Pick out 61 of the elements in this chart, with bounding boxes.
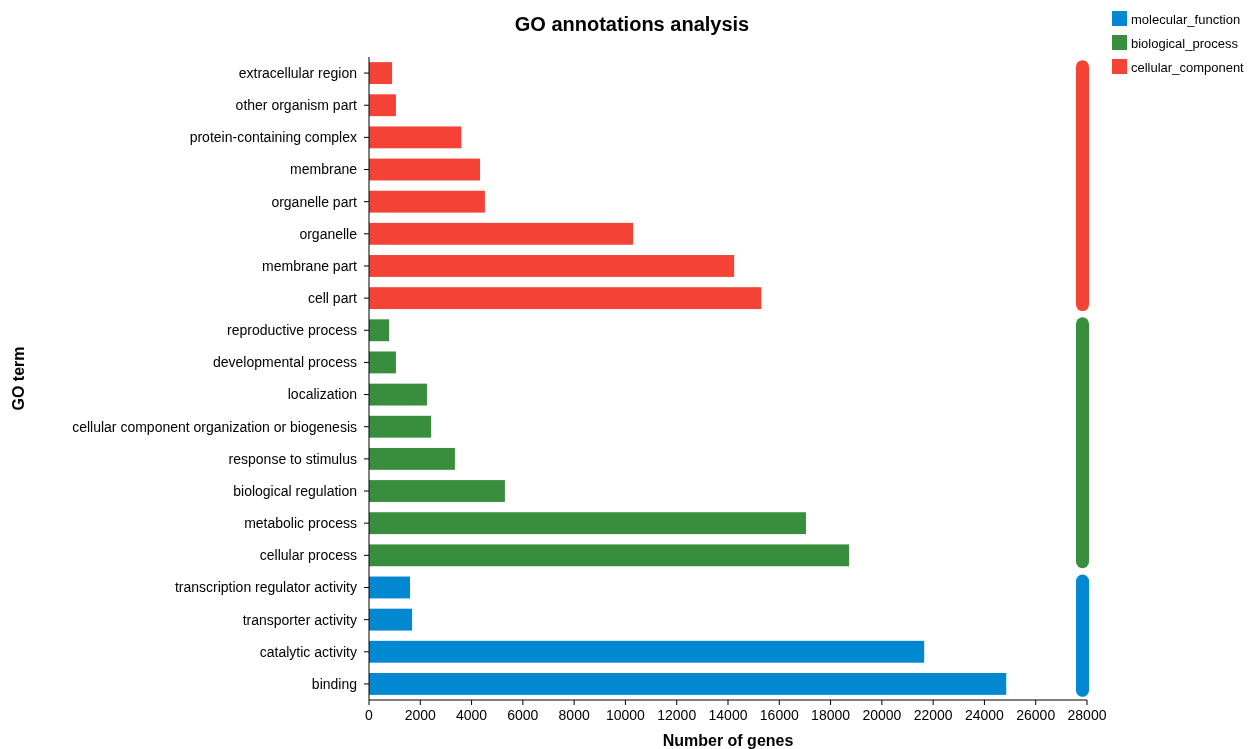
bar: [369, 351, 396, 374]
x-tick-label: 8000: [558, 707, 590, 723]
y-tick-label: membrane part: [262, 257, 358, 274]
y-tick-label: organelle part: [271, 193, 358, 210]
x-tick-label: 20000: [862, 707, 902, 723]
x-tick-label: 26000: [1016, 707, 1056, 723]
bar: [369, 480, 505, 502]
y-tick-label: organelle: [299, 225, 358, 242]
bar: [369, 672, 1007, 695]
x-tick-label: 0: [365, 707, 374, 723]
x-tick-label: 18000: [811, 707, 851, 723]
x-tick-label: 16000: [759, 707, 799, 723]
y-tick-label: cellular process: [259, 547, 357, 564]
bar: [369, 415, 432, 438]
x-tick-label: 2000: [404, 707, 437, 723]
bar: [369, 383, 427, 406]
bar: [369, 222, 634, 245]
bar: [369, 576, 411, 599]
y-tick-label: catalytic activity: [259, 643, 357, 660]
y-tick-label: extracellular region: [238, 64, 357, 81]
y-tick-label: other organism part: [235, 97, 358, 114]
y-tick-label: response to stimulus: [228, 450, 357, 467]
bar: [369, 255, 735, 277]
bar: [369, 126, 462, 149]
y-tick-label: localization: [287, 386, 357, 403]
x-axis-title: Number of genes: [662, 732, 794, 749]
y-tick-label: biological regulation: [233, 482, 357, 499]
bar: [369, 447, 455, 470]
x-tick-label: 28000: [1067, 707, 1107, 723]
y-tick-label: cellular component organization or biogenesis: [72, 418, 357, 435]
bar: [369, 287, 762, 310]
y-axis-title: GO term: [10, 346, 27, 411]
y-tick-label: developmental process: [213, 354, 357, 371]
legend-label: molecular_function: [1131, 11, 1241, 27]
bar: [369, 190, 485, 213]
bar: [369, 319, 389, 342]
x-tick-label: 12000: [657, 707, 697, 723]
y-tick-label: membrane: [290, 161, 358, 178]
bar: [369, 94, 396, 117]
y-tick-label: reproductive process: [227, 322, 357, 339]
y-tick-label: transcription regulator activity: [174, 579, 357, 596]
y-tick-label: transporter activity: [242, 611, 357, 628]
bar: [369, 512, 806, 535]
bar: [369, 158, 481, 181]
y-tick-label: binding: [311, 675, 357, 692]
bar: [369, 62, 393, 85]
x-tick-label: 6000: [507, 707, 539, 723]
chart-title: GO annotations analysis: [514, 13, 750, 35]
y-tick-label: metabolic process: [244, 515, 357, 532]
x-tick-label: 10000: [605, 707, 646, 723]
bar: [369, 640, 925, 663]
x-tick-label: 24000: [964, 707, 1005, 723]
x-tick-label: 14000: [708, 707, 748, 723]
x-tick-label: 22000: [913, 707, 953, 723]
bar: [369, 608, 413, 631]
legend-label: biological_process: [1131, 35, 1239, 51]
legend-label: cellular_component: [1131, 59, 1245, 75]
bar: [369, 544, 850, 567]
y-tick-label: protein-containing complex: [189, 129, 357, 146]
y-tick-label: cell part: [307, 290, 358, 307]
x-tick-label: 4000: [455, 707, 488, 723]
